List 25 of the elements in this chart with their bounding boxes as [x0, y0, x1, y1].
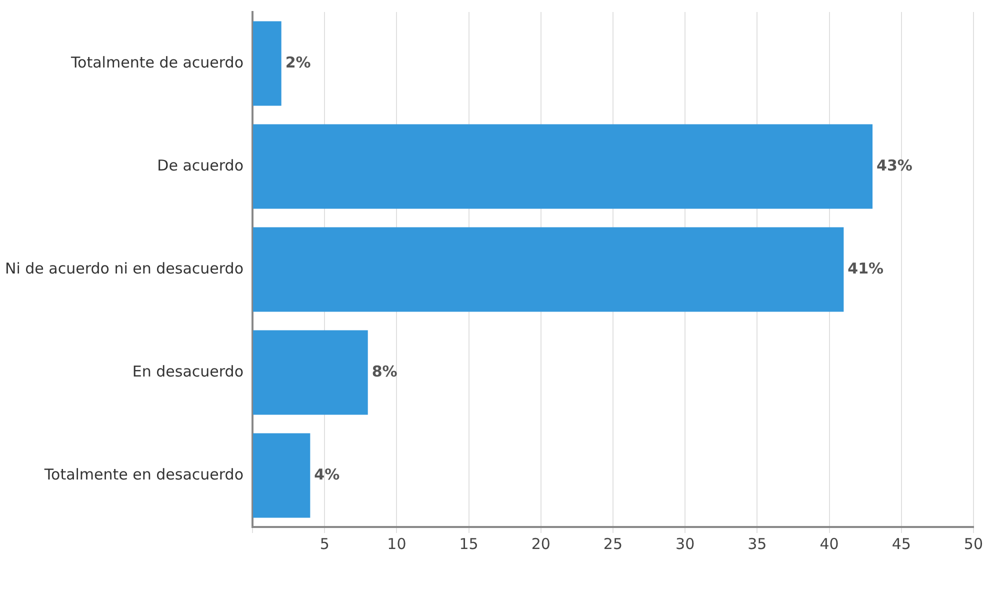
- bar: [253, 433, 310, 518]
- y-tick-label: Totalmente en desacuerdo: [43, 465, 244, 484]
- x-tick-label: 45: [892, 534, 911, 553]
- data-label: 8%: [372, 362, 398, 380]
- x-tick-label: 10: [387, 534, 406, 553]
- data-label: 4%: [314, 465, 340, 484]
- bar: [253, 21, 282, 106]
- x-tick-label: 15: [459, 534, 478, 553]
- bar: [253, 227, 844, 312]
- data-label: 2%: [285, 53, 311, 72]
- x-tick-label: 50: [964, 534, 984, 553]
- y-tick-label: Totalmente de acuerdo: [70, 53, 244, 72]
- y-tick-label: Ni de acuerdo ni en desacuerdo: [4, 259, 244, 278]
- x-tick-label: 20: [531, 534, 550, 553]
- y-tick-label: En desacuerdo: [132, 362, 244, 380]
- x-tick-label: 5: [320, 534, 330, 553]
- x-tick-label: 30: [676, 534, 695, 553]
- data-label: 43%: [876, 156, 912, 174]
- x-tick-label: 40: [820, 534, 839, 553]
- bar: [253, 124, 873, 209]
- y-tick-label: De acuerdo: [157, 156, 244, 174]
- x-tick-label: 25: [603, 534, 623, 553]
- data-label: 41%: [848, 259, 884, 278]
- bar: [253, 330, 368, 415]
- x-tick-label: 35: [748, 534, 767, 553]
